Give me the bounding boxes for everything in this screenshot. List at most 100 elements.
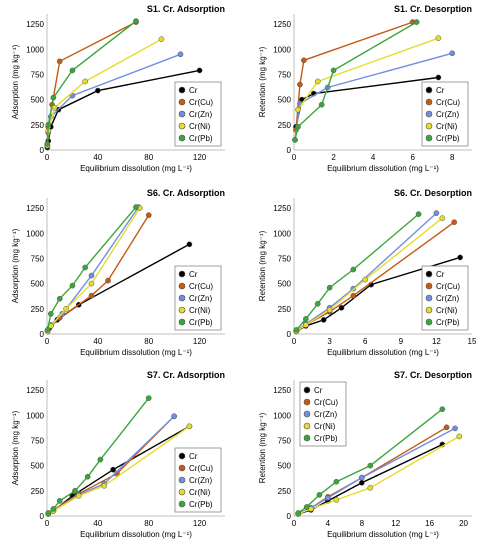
x-tick-label: 8 (450, 153, 455, 162)
data-point (72, 487, 78, 494)
legend-label: Cr (436, 270, 445, 279)
data-point (293, 327, 300, 333)
y-tick-label: 1250 (273, 386, 291, 395)
data-point (451, 219, 458, 226)
legend-marker (425, 318, 433, 326)
series-line (46, 38, 162, 146)
series-line (297, 443, 443, 515)
legend-marker (178, 318, 186, 326)
y-tick-label: 0 (287, 512, 292, 521)
x-tick-label: 9 (399, 337, 404, 346)
y-tick-label: 750 (31, 254, 45, 263)
x-tick-label: 120 (193, 519, 207, 528)
legend: Cr Cr(Cu) Cr(Zn) Cr(Ni) Cr(Pb) (174, 81, 222, 147)
legend: Cr Cr(Cu) Cr(Zn) Cr(Ni) Cr(Pb) (174, 265, 222, 331)
legend-marker (303, 434, 311, 442)
data-point (88, 292, 95, 299)
data-point (358, 479, 365, 486)
legend: Cr Cr(Cu) Cr(Zn) Cr(Ni) Cr(Pb) (299, 381, 347, 447)
y-axis-title: Retention (mg kg⁻¹) (258, 412, 267, 483)
legend-label: Cr (314, 386, 323, 395)
data-point (297, 81, 303, 88)
series-line (46, 207, 141, 332)
x-tick-label: 12 (432, 337, 441, 346)
y-tick-label: 500 (31, 462, 45, 471)
series-line (46, 21, 137, 146)
data-point (133, 204, 139, 210)
data-point (295, 106, 301, 113)
data-point (133, 18, 139, 24)
chart-panel-1: 0 250 500 750 1000 1250 0 2 4 6 8 S1. Cr. Desorptio… (258, 4, 472, 173)
legend-label: Cr(Pb) (189, 134, 213, 143)
data-point (97, 456, 104, 463)
chart-title: S7. Cr. Adsorption (147, 370, 225, 380)
x-tick-label: 12 (391, 519, 400, 528)
x-tick-label: 4 (371, 153, 376, 162)
data-point (449, 50, 456, 57)
series-line (294, 21, 417, 141)
legend-label: Cr(Pb) (436, 134, 460, 143)
y-tick-label: 500 (31, 280, 45, 289)
data-point (84, 473, 91, 480)
y-tick-label: 500 (278, 280, 292, 289)
legend-label: Cr (436, 86, 445, 95)
series-line (46, 53, 181, 147)
legend-marker (178, 464, 186, 472)
series-line (46, 20, 137, 145)
data-point (320, 317, 327, 323)
data-point (47, 311, 54, 317)
chart-title: S1. Cr. Desorption (394, 4, 472, 14)
data-point (50, 94, 57, 101)
y-tick-label: 250 (31, 487, 45, 496)
x-tick-label: 40 (93, 337, 102, 346)
y-tick-label: 1250 (26, 20, 44, 29)
legend-label: Cr (189, 270, 198, 279)
y-tick-label: 1000 (26, 411, 44, 420)
y-tick-label: 250 (31, 121, 45, 130)
legend-label: Cr(Cu) (189, 98, 213, 107)
legend-label: Cr(Zn) (314, 410, 337, 419)
data-point (56, 58, 63, 65)
x-tick-label: 0 (292, 519, 297, 528)
data-point (439, 406, 446, 413)
x-tick-label: 80 (144, 519, 153, 528)
y-tick-label: 250 (278, 487, 292, 496)
legend-marker (425, 122, 433, 130)
x-tick-label: 120 (193, 337, 207, 346)
y-axis-title: Adsorption (mg kg⁻¹) (11, 44, 20, 119)
data-point (145, 395, 152, 401)
y-tick-label: 0 (40, 146, 45, 155)
data-point (333, 478, 340, 485)
y-tick-label: 500 (278, 96, 292, 105)
data-point (51, 104, 58, 111)
data-point (443, 424, 450, 431)
data-point (303, 504, 310, 510)
data-point (350, 266, 357, 273)
y-axis-title: Adsorption (mg kg⁻¹) (11, 228, 20, 303)
x-tick-label: 40 (93, 153, 102, 162)
legend-marker (425, 306, 433, 314)
y-tick-label: 1250 (26, 386, 44, 395)
data-point (158, 36, 165, 43)
data-point (367, 462, 374, 469)
legend-marker (178, 122, 186, 130)
x-tick-label: 2 (331, 153, 336, 162)
series-line (46, 243, 190, 332)
legend-label: Cr(Pb) (436, 318, 460, 327)
y-axis-title: Adsorption (mg kg⁻¹) (11, 410, 20, 485)
legend-label: Cr(Pb) (189, 318, 213, 327)
y-tick-label: 750 (278, 436, 292, 445)
data-point (415, 211, 422, 217)
legend-label: Cr (189, 86, 198, 95)
data-point (82, 78, 88, 85)
series-line (295, 21, 413, 130)
legend-label: Cr(Ni) (436, 122, 458, 131)
data-point (316, 491, 323, 498)
x-axis-title: Equilibrium dissolution (mg L⁻¹) (327, 164, 439, 173)
x-tick-label: 0 (292, 153, 297, 162)
legend-label: Cr(Pb) (314, 434, 338, 443)
series-line (295, 76, 439, 127)
x-tick-label: 15 (468, 337, 477, 346)
data-point (303, 322, 309, 328)
